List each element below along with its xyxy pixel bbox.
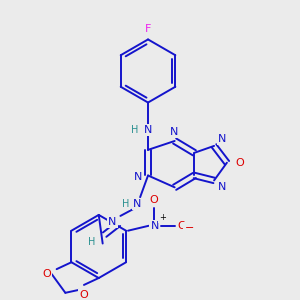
Text: N: N <box>218 182 226 192</box>
Text: −: − <box>184 223 194 233</box>
Text: N: N <box>218 134 226 144</box>
Text: +: + <box>159 213 166 222</box>
Text: N: N <box>144 125 152 135</box>
Text: O: O <box>235 158 244 168</box>
Text: F: F <box>145 24 151 34</box>
Text: N: N <box>134 172 142 182</box>
Text: O: O <box>149 195 158 205</box>
Text: H: H <box>88 236 95 247</box>
Text: N: N <box>133 199 141 209</box>
Text: N: N <box>108 217 117 227</box>
Text: N: N <box>169 127 178 137</box>
Text: N: N <box>151 221 159 231</box>
Text: H: H <box>122 199 129 209</box>
Text: H: H <box>130 125 138 135</box>
Text: O: O <box>42 269 51 279</box>
Text: O: O <box>80 290 88 300</box>
Text: O: O <box>177 221 186 231</box>
